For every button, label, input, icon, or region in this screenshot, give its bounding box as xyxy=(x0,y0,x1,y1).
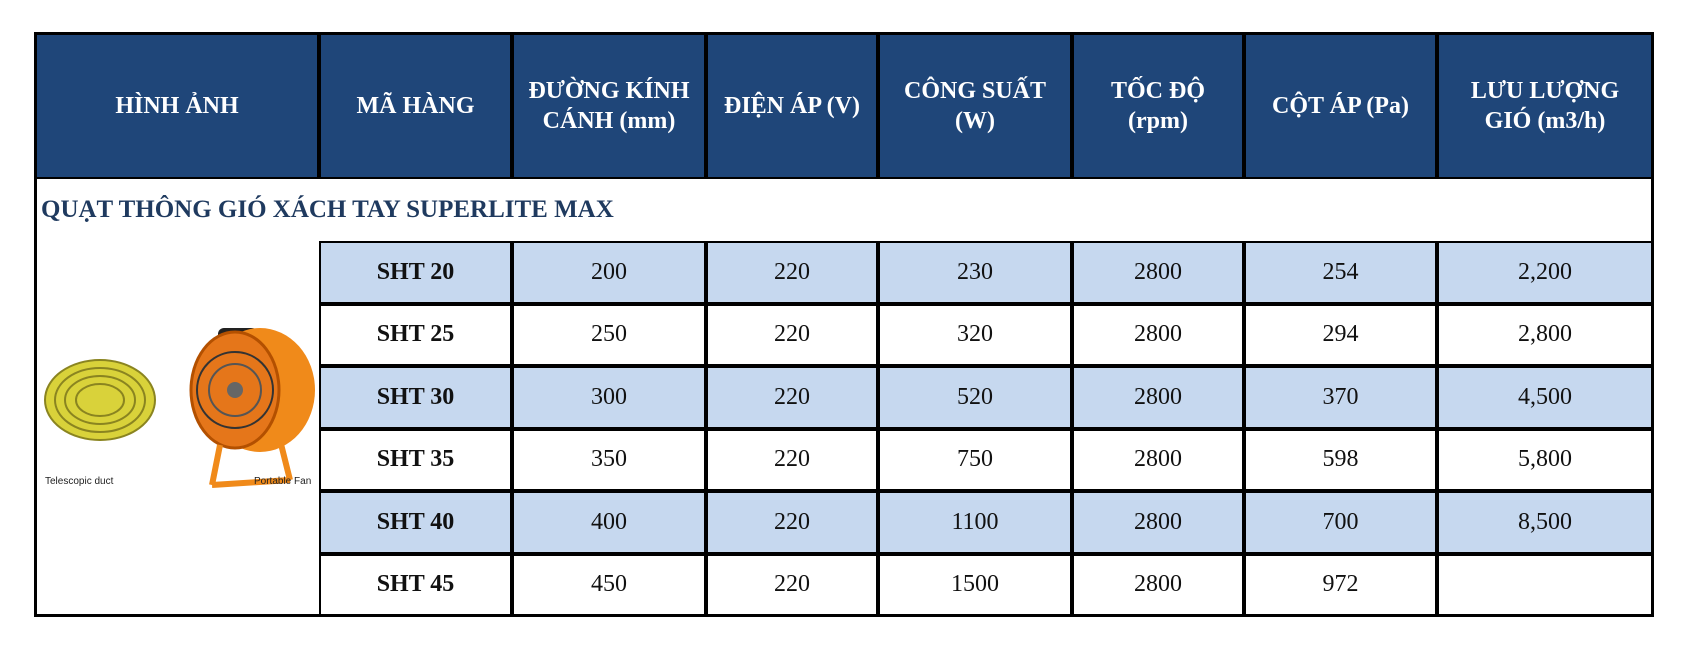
model-cell: SHT 25 xyxy=(319,303,512,366)
value-cell: 750 xyxy=(878,428,1072,491)
value-cell: 2800 xyxy=(1072,428,1244,491)
model-cell: SHT 40 xyxy=(319,491,512,554)
header-cell: MÃ HÀNG xyxy=(319,33,512,179)
value-cell: 2800 xyxy=(1072,241,1244,304)
value-cell: 370 xyxy=(1244,366,1437,429)
header-cell: ĐIỆN ÁP (V) xyxy=(706,33,878,179)
value-cell: 220 xyxy=(706,303,878,366)
value-cell: 700 xyxy=(1244,491,1437,554)
value-cell: 2,800 xyxy=(1437,303,1653,366)
value-cell: 2800 xyxy=(1072,303,1244,366)
header-cell: ĐƯỜNG KÍNH CÁNH (mm) xyxy=(512,33,706,179)
value-cell: 2,200 xyxy=(1437,241,1653,304)
header-cell: LƯU LƯỢNG GIÓ (m3/h) xyxy=(1437,33,1653,179)
model-cell: SHT 35 xyxy=(319,428,512,491)
model-cell: SHT 30 xyxy=(319,366,512,429)
value-cell: 400 xyxy=(512,491,706,554)
value-cell: 4,500 xyxy=(1437,366,1653,429)
value-cell: 598 xyxy=(1244,428,1437,491)
value-cell: 2800 xyxy=(1072,366,1244,429)
value-cell: 300 xyxy=(512,366,706,429)
section-title: QUẠT THÔNG GIÓ XÁCH TAY SUPERLITE MAX xyxy=(41,196,614,223)
header-cell: CỘT ÁP (Pa) xyxy=(1244,33,1437,179)
value-cell: 254 xyxy=(1244,241,1437,304)
value-cell: 8,500 xyxy=(1437,491,1653,554)
value-cell: 520 xyxy=(878,366,1072,429)
value-cell: 2800 xyxy=(1072,491,1244,554)
value-cell: 250 xyxy=(512,303,706,366)
model-cell: SHT 20 xyxy=(319,241,512,304)
value-cell: 350 xyxy=(512,428,706,491)
value-cell: 220 xyxy=(706,428,878,491)
image-caption: Telescopic duct xyxy=(45,476,114,487)
product-image xyxy=(44,328,315,488)
image-caption: Portable Fan xyxy=(254,476,312,487)
value-cell: 5,800 xyxy=(1437,428,1653,491)
value-cell: 230 xyxy=(878,241,1072,304)
value-cell: 320 xyxy=(878,303,1072,366)
value-cell: 294 xyxy=(1244,303,1437,366)
value-cell: 1100 xyxy=(878,491,1072,554)
header-cell: CÔNG SUẤT (W) xyxy=(878,33,1072,179)
header-cell: TỐC ĐỘ (rpm) xyxy=(1072,33,1244,179)
table-frame xyxy=(34,32,1654,617)
value-cell: 200 xyxy=(512,241,706,304)
value-cell: 220 xyxy=(706,241,878,304)
value-cell: 220 xyxy=(706,491,878,554)
value-cell: 220 xyxy=(706,366,878,429)
